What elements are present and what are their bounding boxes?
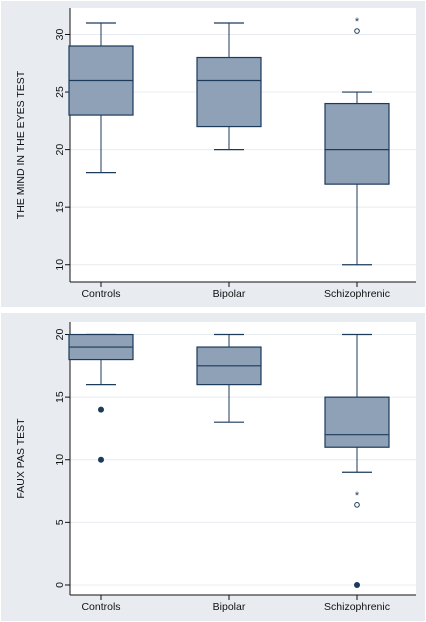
y-tick-label: 25 bbox=[54, 86, 66, 98]
outlier-star-label: * bbox=[355, 16, 360, 28]
y-tick-label: 30 bbox=[54, 28, 66, 40]
outlier-point bbox=[354, 581, 360, 588]
box-bipolar bbox=[196, 333, 262, 423]
y-axis-title: FAUX PAS TEST bbox=[15, 418, 27, 499]
box-controls bbox=[68, 333, 134, 463]
y-tick-label: 10 bbox=[54, 454, 66, 466]
iqr-box bbox=[324, 102, 390, 185]
box-schizophrenic: * bbox=[324, 333, 390, 588]
y-tick-label: 20 bbox=[54, 329, 66, 341]
y-axis-title: THE MIND IN THE EYES TEST bbox=[15, 70, 27, 219]
x-tick-label-bipolar: Bipolar bbox=[213, 601, 246, 613]
iqr-box bbox=[196, 56, 262, 128]
y-tick-label: 10 bbox=[54, 259, 66, 271]
box-controls bbox=[68, 22, 134, 174]
y-tick-label: 15 bbox=[54, 391, 66, 403]
outlier-star-label: * bbox=[355, 490, 360, 502]
x-tick-label-schizophrenic: Schizophrenic bbox=[324, 288, 390, 300]
x-tick-label-controls: Controls bbox=[81, 601, 120, 613]
outlier-point bbox=[354, 502, 360, 508]
x-tick-label-controls: Controls bbox=[81, 288, 120, 300]
chart-panel-2: 0 5 10 15 20 FAUX PAS TEST Controls Bipolar Schi… bbox=[1, 313, 425, 621]
box-schizophrenic: * bbox=[324, 16, 390, 266]
y-tick-label: 15 bbox=[54, 201, 66, 213]
iqr-box bbox=[324, 396, 390, 448]
outlier-point bbox=[354, 28, 360, 34]
x-tick-label-schizophrenic: Schizophrenic bbox=[324, 601, 390, 613]
y-tick-label: 5 bbox=[54, 519, 66, 525]
x-tick-label-bipolar: Bipolar bbox=[213, 288, 246, 300]
box-bipolar bbox=[196, 22, 262, 151]
outlier-point bbox=[98, 406, 104, 413]
chart-panel-1: 10 15 20 25 30 THE MIND IN THE EYES TEST Contr… bbox=[1, 1, 425, 307]
outlier-point bbox=[98, 456, 104, 463]
y-tick-label: 0 bbox=[54, 582, 66, 588]
y-tick-label: 20 bbox=[54, 144, 66, 156]
